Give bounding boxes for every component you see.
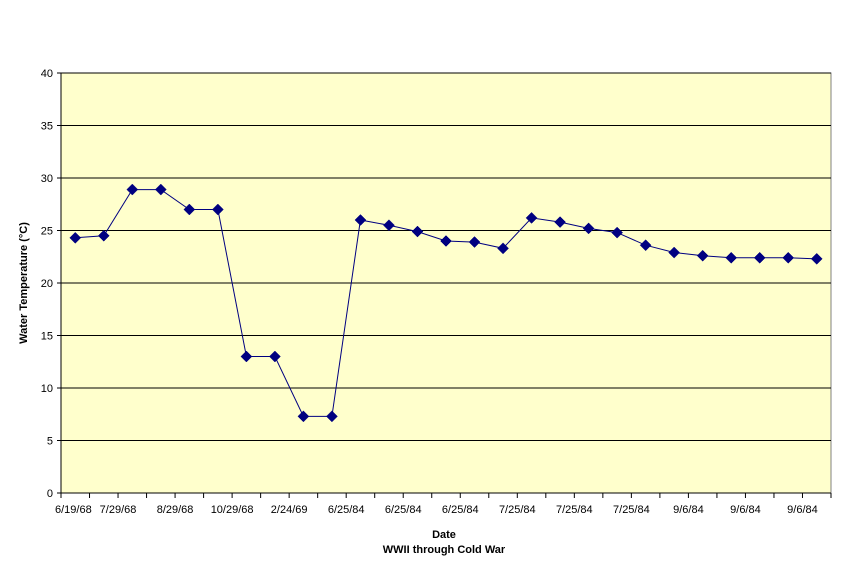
x-tick-label: 6/19/68 (55, 504, 92, 516)
x-tick-label: 6/25/84 (442, 504, 479, 516)
x-tick-labels: 6/19/68 7/29/68 8/29/68 10/29/68 2/24/69 6/25… (55, 504, 818, 516)
y-tick-label: 5 (47, 436, 53, 448)
data-point-marker (753, 251, 766, 264)
data-point-marker (668, 246, 681, 259)
data-point-marker (411, 225, 424, 238)
data-point-marker (639, 239, 652, 252)
x-tick-label: 6/25/84 (385, 504, 422, 516)
x-tick-label: 7/25/84 (613, 504, 650, 516)
gridlines (61, 72, 831, 441)
data-point-marker (326, 410, 338, 423)
data-point-marker (440, 235, 452, 247)
data-point-marker (611, 226, 623, 239)
y-tick-label: 35 (41, 121, 53, 133)
data-point-marker (554, 216, 566, 228)
y-tick-label: 25 (41, 226, 53, 238)
x-tick-label: 10/29/68 (211, 504, 254, 516)
y-axis-title: Water Temperature (°C) (18, 222, 30, 344)
series-layer (69, 183, 823, 423)
x-tick-label: 9/6/84 (787, 504, 818, 516)
data-point-marker (97, 229, 110, 242)
x-tick-label: 9/6/84 (730, 504, 761, 516)
x-tick-label: 7/25/84 (556, 504, 593, 516)
data-point-marker (297, 410, 310, 423)
y-tick-labels: 0 5 10 15 20 25 30 35 40 (41, 68, 53, 500)
y-tick-label: 20 (41, 278, 53, 290)
y-tick-label: 40 (41, 68, 53, 80)
y-tick-label: 10 (41, 383, 53, 395)
data-point-marker (582, 222, 595, 235)
data-point-marker (211, 203, 224, 216)
data-point-marker (468, 236, 481, 248)
data-point-marker (725, 251, 738, 264)
data-point-marker (383, 219, 395, 232)
data-point-marker (354, 214, 367, 226)
data-point-marker (810, 252, 823, 265)
data-point-marker (126, 183, 139, 196)
x-tick-label: 7/25/84 (499, 504, 536, 516)
data-point-marker (782, 251, 795, 264)
x-tick-label: 6/25/84 (328, 504, 365, 516)
data-point-marker (525, 212, 538, 224)
x-tick-label: 8/29/68 (157, 504, 194, 516)
data-point-marker (240, 350, 253, 363)
y-tick-label: 15 (41, 331, 53, 343)
x-tick-label: 7/29/68 (100, 504, 137, 516)
y-tick-label: 30 (41, 173, 53, 185)
y-tick-label: 0 (47, 488, 53, 500)
data-point-marker (183, 203, 196, 216)
x-axis-subtitle: WWII through Cold War (383, 544, 506, 556)
data-point-marker (696, 249, 709, 262)
data-point-marker (497, 242, 509, 255)
axes (57, 72, 832, 498)
data-point-marker (154, 183, 167, 196)
x-tick-label: 9/6/84 (673, 504, 704, 516)
data-point-marker (269, 350, 281, 363)
x-axis-title: Date (432, 529, 456, 541)
data-point-marker (69, 231, 82, 244)
x-tick-label: 2/24/69 (271, 504, 308, 516)
